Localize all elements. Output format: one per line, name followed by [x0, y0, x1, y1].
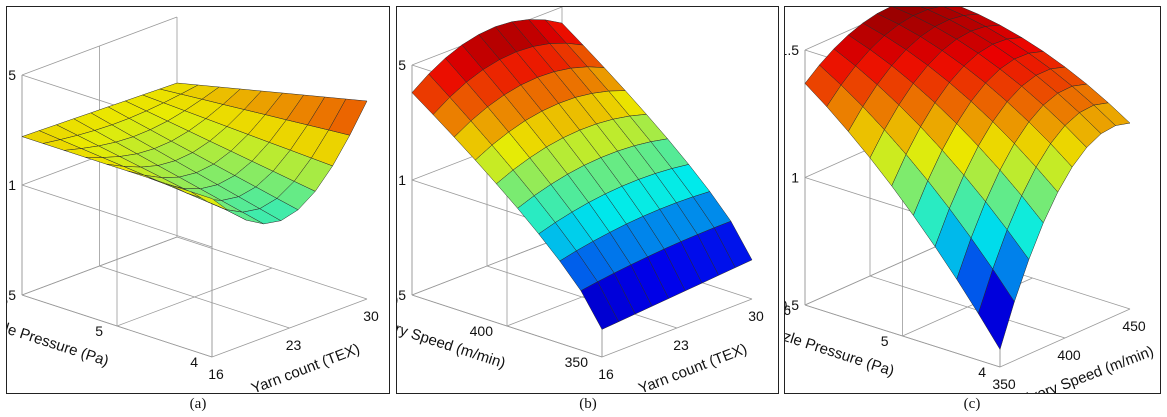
- y-tick-label: 6: [7, 292, 8, 308]
- x-axis-title: Yarn count (TEX): [636, 340, 749, 394]
- surface: [21, 82, 368, 225]
- z-tick-label: 0.5: [7, 287, 16, 303]
- z-tick-label: 1.5: [397, 57, 406, 73]
- surface-plot-a: 0.511.5162330456Roughnes (µm)Yarn count …: [7, 16, 379, 394]
- x-tick-label: 30: [363, 308, 379, 324]
- x-tick-label: 400: [1057, 347, 1081, 363]
- tick-labels: 0.5 1 1.5 350 400 450 4 5 6: [785, 42, 1146, 392]
- tick-labels: 0.5 1 1.5 16 23 30 350 400 450: [397, 57, 764, 382]
- caption-b: (b): [579, 396, 597, 412]
- x-tick-label: 16: [598, 366, 614, 382]
- y-tick-label: 4: [190, 354, 198, 370]
- z-tick-label: 1.5: [785, 42, 799, 58]
- surface: [411, 19, 753, 330]
- floor-grid-line: [116, 267, 273, 327]
- z-tick-label: 0.5: [785, 297, 799, 313]
- z-tick-label: 1: [791, 170, 799, 186]
- x-tick-label: 30: [748, 308, 764, 324]
- surface-patch: [328, 98, 368, 136]
- panel-a: 0.511.5162330456Roughnes (µm)Yarn count …: [6, 6, 390, 394]
- floor-grid-line: [176, 236, 368, 300]
- y-tick-label: 5: [95, 323, 103, 339]
- y-tick-label: 350: [565, 354, 589, 370]
- y-axis-title: Delivery Speed (m/min): [397, 307, 508, 372]
- x-tick-label: 450: [1122, 318, 1146, 334]
- x-axis-title: Yarn count (TEX): [249, 340, 362, 394]
- surface-plot-b: 0.511.5162330350400450Roughnes (µm)Yarn …: [397, 7, 764, 394]
- panel-c: 0.511.5350400450456Roughnes (µm)Delivery…: [784, 6, 1161, 394]
- z-tick-label: 1: [398, 172, 406, 188]
- x-tick-label: 23: [673, 337, 689, 353]
- x-tick-label: 23: [286, 337, 302, 353]
- z-tick-label: 0.5: [397, 287, 406, 303]
- tick-labels: 0.5 1 1.5 16 23 30 4 5 6: [7, 67, 379, 382]
- y-tick-label: 5: [881, 333, 889, 349]
- x-tick-label: 350: [992, 376, 1016, 392]
- y-tick-label: 400: [470, 323, 494, 339]
- z-tick-label: 1.5: [7, 67, 16, 83]
- panel-b: 0.511.5162330350400450Roughnes (µm)Yarn …: [396, 6, 779, 394]
- z-tick-label: 1: [8, 177, 16, 193]
- y-tick-label: 4: [978, 364, 986, 380]
- caption-c: (c): [963, 396, 981, 412]
- y-tick-label: 6: [785, 302, 791, 318]
- surface-patch: [1093, 102, 1131, 126]
- x-tick-label: 16: [208, 366, 224, 382]
- surface-plot-c: 0.511.5350400450456Roughnes (µm)Delivery…: [785, 7, 1156, 393]
- surface-patch: [713, 220, 753, 268]
- caption-a: (a): [189, 396, 207, 412]
- surface: [804, 7, 1131, 351]
- y-tick-label: 450: [397, 292, 398, 308]
